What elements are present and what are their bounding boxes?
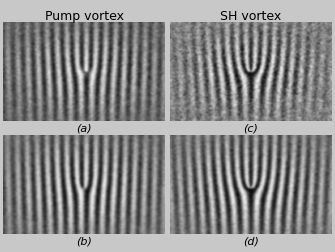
X-axis label: (a): (a) (76, 122, 92, 133)
Title: Pump vortex: Pump vortex (45, 10, 124, 23)
Title: SH vortex: SH vortex (220, 10, 281, 23)
X-axis label: (d): (d) (243, 236, 259, 246)
X-axis label: (b): (b) (76, 236, 92, 246)
X-axis label: (c): (c) (243, 122, 258, 133)
